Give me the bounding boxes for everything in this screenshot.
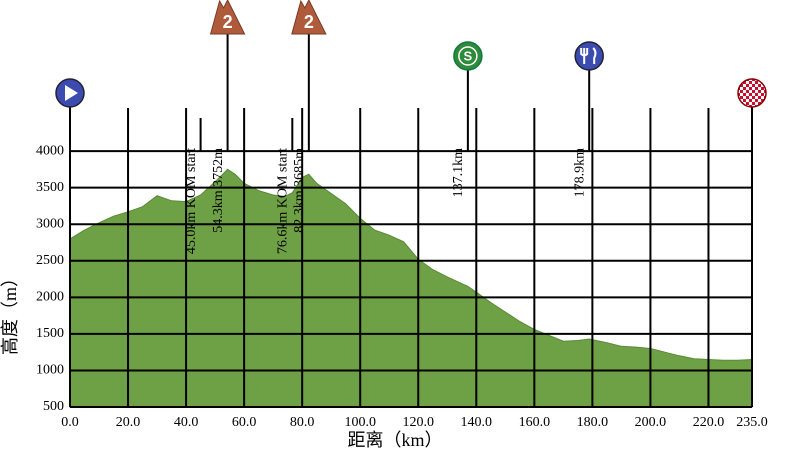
finish-icon <box>737 78 767 108</box>
y-tick-label: 2000 <box>36 290 64 305</box>
kom-label: 2 <box>304 12 314 32</box>
marker-icon <box>574 41 604 71</box>
x-tick-label: 100.0 <box>344 415 376 430</box>
y-tick-label: 1500 <box>36 326 64 341</box>
feed-icon <box>574 41 604 71</box>
x-tick-label: 235.0 <box>736 415 768 430</box>
x-tick-label: 140.0 <box>461 415 493 430</box>
x-tick-label: 200.0 <box>635 415 667 430</box>
y-tick-label: 4000 <box>36 143 64 158</box>
x-tick-label: 40.0 <box>174 415 199 430</box>
marker-icon: 2 <box>291 0 327 35</box>
marker-label: 137.1km <box>451 148 466 198</box>
x-tick-label: 20.0 <box>116 415 141 430</box>
y-tick-label: 2500 <box>36 253 64 268</box>
feed-utensils <box>580 47 597 64</box>
marker-icon: S <box>453 41 483 71</box>
x-tick-label: 0.0 <box>61 415 79 430</box>
x-tick-label: 180.0 <box>577 415 609 430</box>
marker-label: 45.0km KOM start <box>184 148 199 254</box>
kom-badge <box>218 13 237 31</box>
elevation-area <box>69 168 753 408</box>
x-tick-label: 80.0 <box>290 415 315 430</box>
marker-label: 54.3km 3752m <box>211 148 226 233</box>
sprint-ring <box>458 46 478 66</box>
kom-label: 2 <box>223 12 233 32</box>
y-axis-label: 高度（m） <box>0 269 20 355</box>
start-arrow <box>65 85 78 101</box>
y-tick-label: 500 <box>43 399 64 414</box>
sprint-label: S <box>464 48 473 63</box>
x-tick-label: 220.0 <box>693 415 725 430</box>
x-axis-label: 距离（km） <box>347 430 442 450</box>
marker-label: 178.9km <box>572 148 587 198</box>
marker-icon: 2 <box>209 0 246 35</box>
marker-icon <box>55 78 85 108</box>
y-tick-label: 3000 <box>36 216 64 231</box>
x-tick-label: 120.0 <box>403 415 435 430</box>
kom-badge <box>299 13 318 31</box>
marker-label: 76.6km KOM start <box>276 148 291 254</box>
marker-icon <box>737 78 767 108</box>
sprint-icon <box>453 41 483 71</box>
x-tick-label: 160.0 <box>519 415 551 430</box>
x-tick-label: 60.0 <box>232 415 257 430</box>
y-tick-label: 1000 <box>36 363 64 378</box>
y-tick-label: 3500 <box>36 180 64 195</box>
marker-label: 82.3km 3685m <box>292 148 307 233</box>
